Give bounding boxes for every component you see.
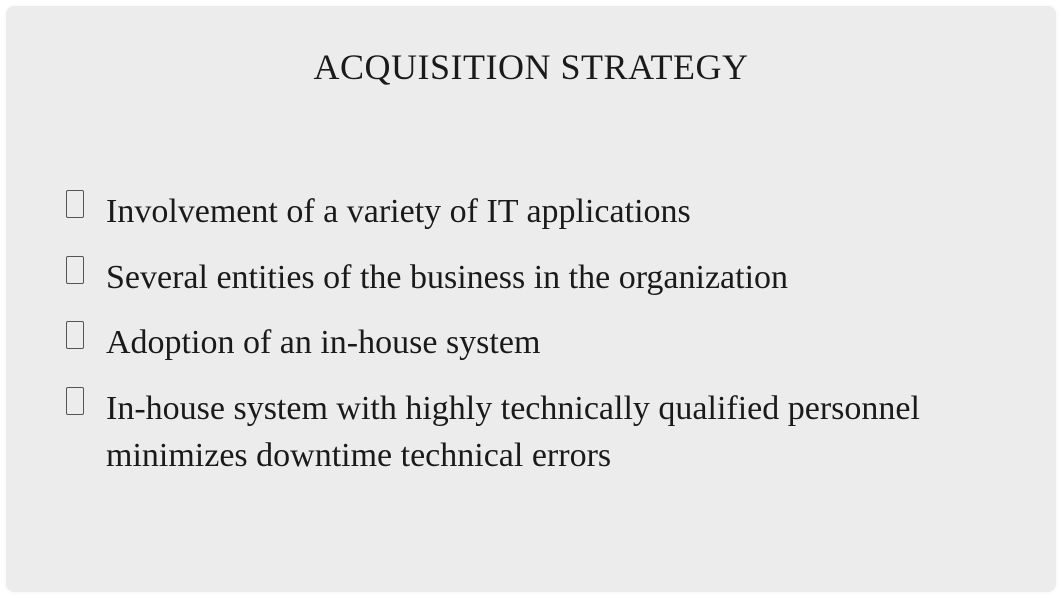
- bullet-text: Several entities of the business in the …: [106, 259, 788, 296]
- bullet-icon: [66, 321, 84, 349]
- bullet-list: Involvement of a variety of IT applicati…: [56, 188, 1006, 480]
- bullet-icon: [66, 190, 84, 218]
- bullet-text: In-house system with highly technically …: [106, 390, 920, 475]
- bullet-text: Involvement of a variety of IT applicati…: [106, 193, 691, 230]
- bullet-icon: [66, 387, 84, 415]
- slide-container: ACQUISITION STRATEGY Involvement of a va…: [6, 6, 1056, 592]
- slide-title: ACQUISITION STRATEGY: [56, 46, 1006, 88]
- list-item: In-house system with highly technically …: [66, 385, 1006, 480]
- bullet-text: Adoption of an in-house system: [106, 324, 540, 361]
- list-item: Several entities of the business in the …: [66, 254, 1006, 302]
- list-item: Involvement of a variety of IT applicati…: [66, 188, 1006, 236]
- list-item: Adoption of an in-house system: [66, 319, 1006, 367]
- bullet-icon: [66, 256, 84, 284]
